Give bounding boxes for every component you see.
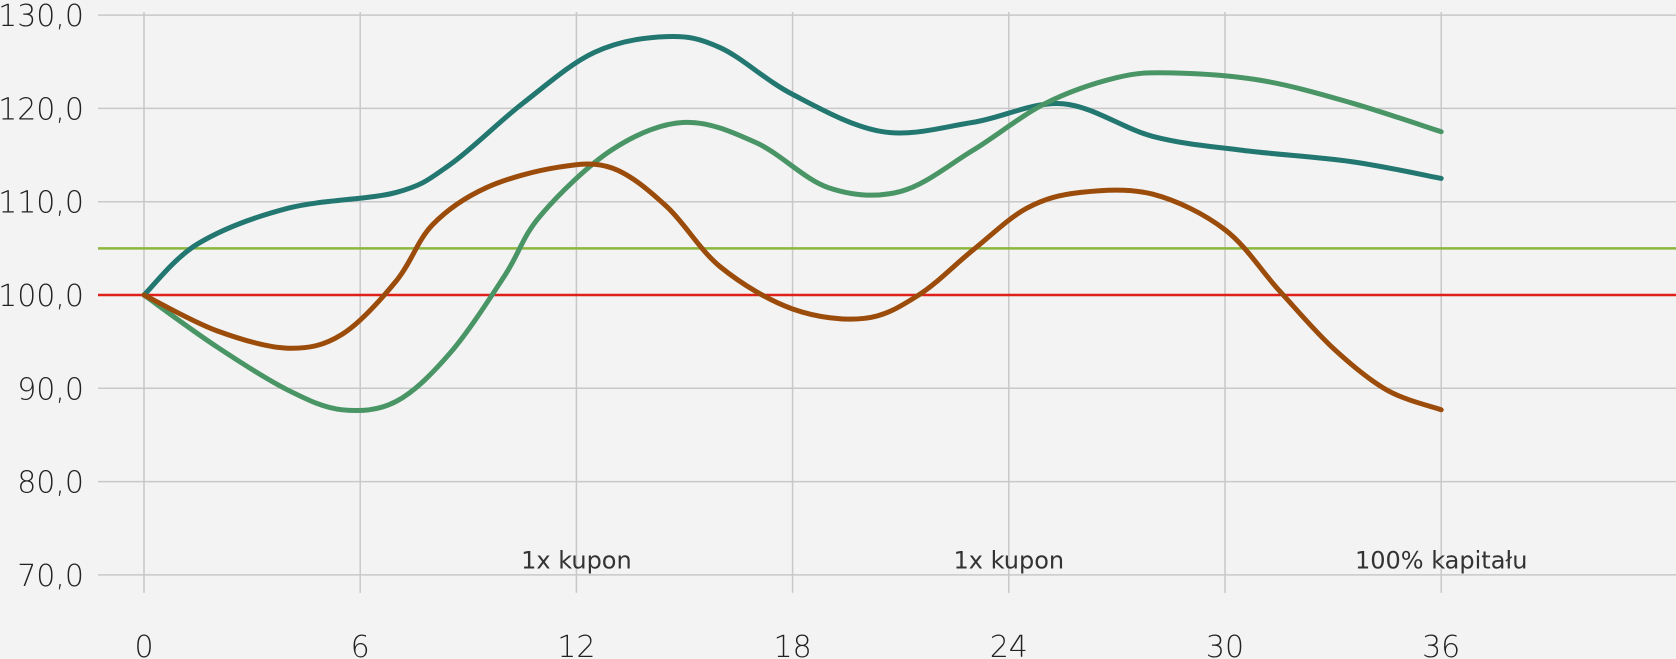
annotations: 1x kupon 1x kupon 100% kapitału [521,546,1527,574]
y-tick-label: 110,0 [0,186,84,221]
reference-lines [98,247,1676,297]
x-tick-label: 36 [1422,630,1460,659]
x-tick-label: 18 [774,630,812,659]
y-tick-label: 80,0 [17,466,84,501]
x-tick-label: 0 [134,630,153,659]
series-line-2 [141,70,1444,414]
x-tick-label: 30 [1206,630,1244,659]
series-line-3 [141,161,1444,413]
series-line-1 [141,33,1444,298]
annotation-label: 1x kupon [953,546,1064,574]
y-axis-tick-labels: 70,0 80,0 90,0 100,0 110,0 120,0 130,0 [0,0,84,594]
x-gridlines [143,12,1442,593]
annotation-label: 1x kupon [521,546,632,574]
x-tick-label: 12 [557,630,595,659]
y-tick-label: 70,0 [17,559,84,594]
x-axis-tick-labels: 0 6 12 18 24 30 36 [134,630,1460,659]
series-layer [141,33,1444,414]
y-tick-label: 90,0 [17,372,84,407]
y-tick-label: 100,0 [0,279,84,314]
x-tick-label: 24 [990,630,1028,659]
y-tick-label: 120,0 [0,92,84,127]
x-tick-label: 6 [351,630,370,659]
annotation-label: 100% kapitału [1355,546,1527,574]
y-tick-label: 130,0 [0,0,84,34]
